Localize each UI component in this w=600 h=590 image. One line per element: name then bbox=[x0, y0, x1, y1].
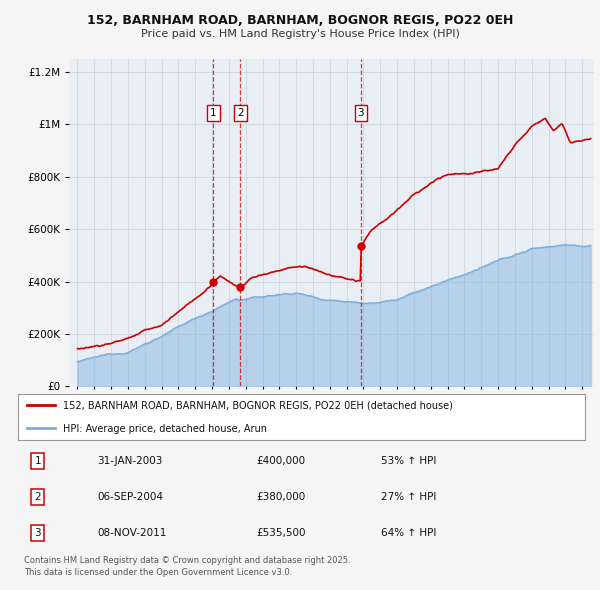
Text: 1: 1 bbox=[35, 456, 41, 466]
Text: £380,000: £380,000 bbox=[256, 492, 305, 502]
Text: 64% ↑ HPI: 64% ↑ HPI bbox=[381, 528, 436, 538]
Text: £400,000: £400,000 bbox=[256, 456, 305, 466]
Text: HPI: Average price, detached house, Arun: HPI: Average price, detached house, Arun bbox=[64, 424, 268, 434]
Text: 06-SEP-2004: 06-SEP-2004 bbox=[97, 492, 163, 502]
Text: Contains HM Land Registry data © Crown copyright and database right 2025.
This d: Contains HM Land Registry data © Crown c… bbox=[23, 556, 350, 577]
Text: 152, BARNHAM ROAD, BARNHAM, BOGNOR REGIS, PO22 0EH: 152, BARNHAM ROAD, BARNHAM, BOGNOR REGIS… bbox=[87, 14, 513, 27]
Text: 27% ↑ HPI: 27% ↑ HPI bbox=[381, 492, 436, 502]
Text: 2: 2 bbox=[237, 108, 244, 118]
Text: 3: 3 bbox=[35, 528, 41, 538]
Text: 53% ↑ HPI: 53% ↑ HPI bbox=[381, 456, 436, 466]
Text: 2: 2 bbox=[35, 492, 41, 502]
Text: 08-NOV-2011: 08-NOV-2011 bbox=[97, 528, 167, 538]
Text: 1: 1 bbox=[210, 108, 217, 118]
Text: 3: 3 bbox=[358, 108, 364, 118]
Text: 31-JAN-2003: 31-JAN-2003 bbox=[97, 456, 163, 466]
Text: Price paid vs. HM Land Registry's House Price Index (HPI): Price paid vs. HM Land Registry's House … bbox=[140, 30, 460, 39]
Text: £535,500: £535,500 bbox=[256, 528, 305, 538]
Text: 152, BARNHAM ROAD, BARNHAM, BOGNOR REGIS, PO22 0EH (detached house): 152, BARNHAM ROAD, BARNHAM, BOGNOR REGIS… bbox=[64, 401, 453, 411]
